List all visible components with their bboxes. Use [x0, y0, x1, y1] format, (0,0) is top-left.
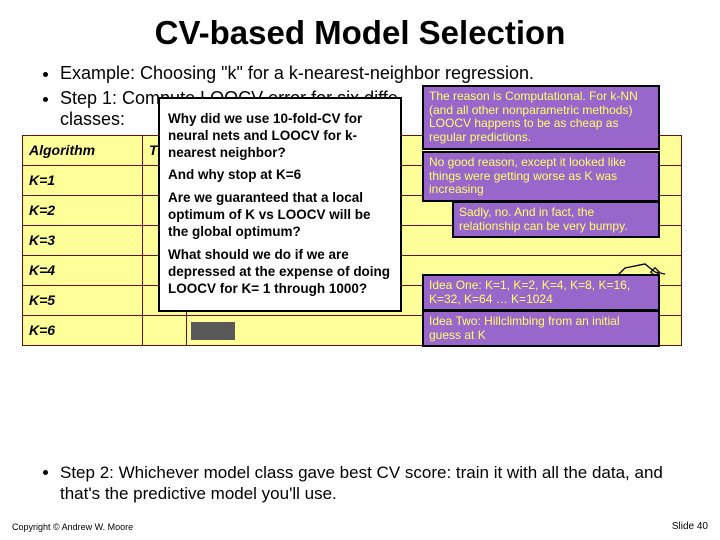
bar: [191, 322, 235, 340]
answer-1: The reason is Computational. For k-NN (a…: [422, 85, 660, 150]
answer-5: Idea Two: Hillclimbing from an initial g…: [422, 310, 660, 348]
bullet-example: Example: Choosing "k" for a k-nearest-ne…: [60, 63, 700, 85]
bullet-step1-b: classes:: [60, 109, 125, 129]
answer-2: No good reason, except it looked like th…: [422, 151, 660, 202]
cell-k: K=2: [23, 195, 143, 225]
cell-k: K=4: [23, 255, 143, 285]
q3: Are we guaranteed that a local optimum o…: [168, 190, 392, 241]
q4: What should we do if we are depressed at…: [168, 247, 392, 298]
cell-k: K=1: [23, 165, 143, 195]
col-algorithm: Algorithm: [23, 135, 143, 165]
q2: And why stop at K=6: [168, 167, 392, 184]
answer-3: Sadly, no. And in fact, the relationship…: [452, 201, 660, 239]
cell-k: K=3: [23, 225, 143, 255]
slide-title: CV-based Model Selection: [0, 0, 720, 60]
bullet-step2: Step 2: Whichever model class gave best …: [60, 462, 700, 505]
copyright-text: Copyright © Andrew W. Moore: [12, 522, 133, 532]
slide-number: Slide 40: [672, 521, 708, 532]
question-box: Why did we use 10-fold-CV for neural net…: [158, 97, 402, 312]
cell-k: K=6: [23, 315, 143, 345]
bottom-bullets: Step 2: Whichever model class gave best …: [60, 462, 700, 505]
answer-4: Idea One: K=1, K=2, K=4, K=8, K=16, K=32…: [422, 274, 660, 312]
cell-k: K=5: [23, 285, 143, 315]
q1: Why did we use 10-fold-CV for neural net…: [168, 111, 392, 162]
